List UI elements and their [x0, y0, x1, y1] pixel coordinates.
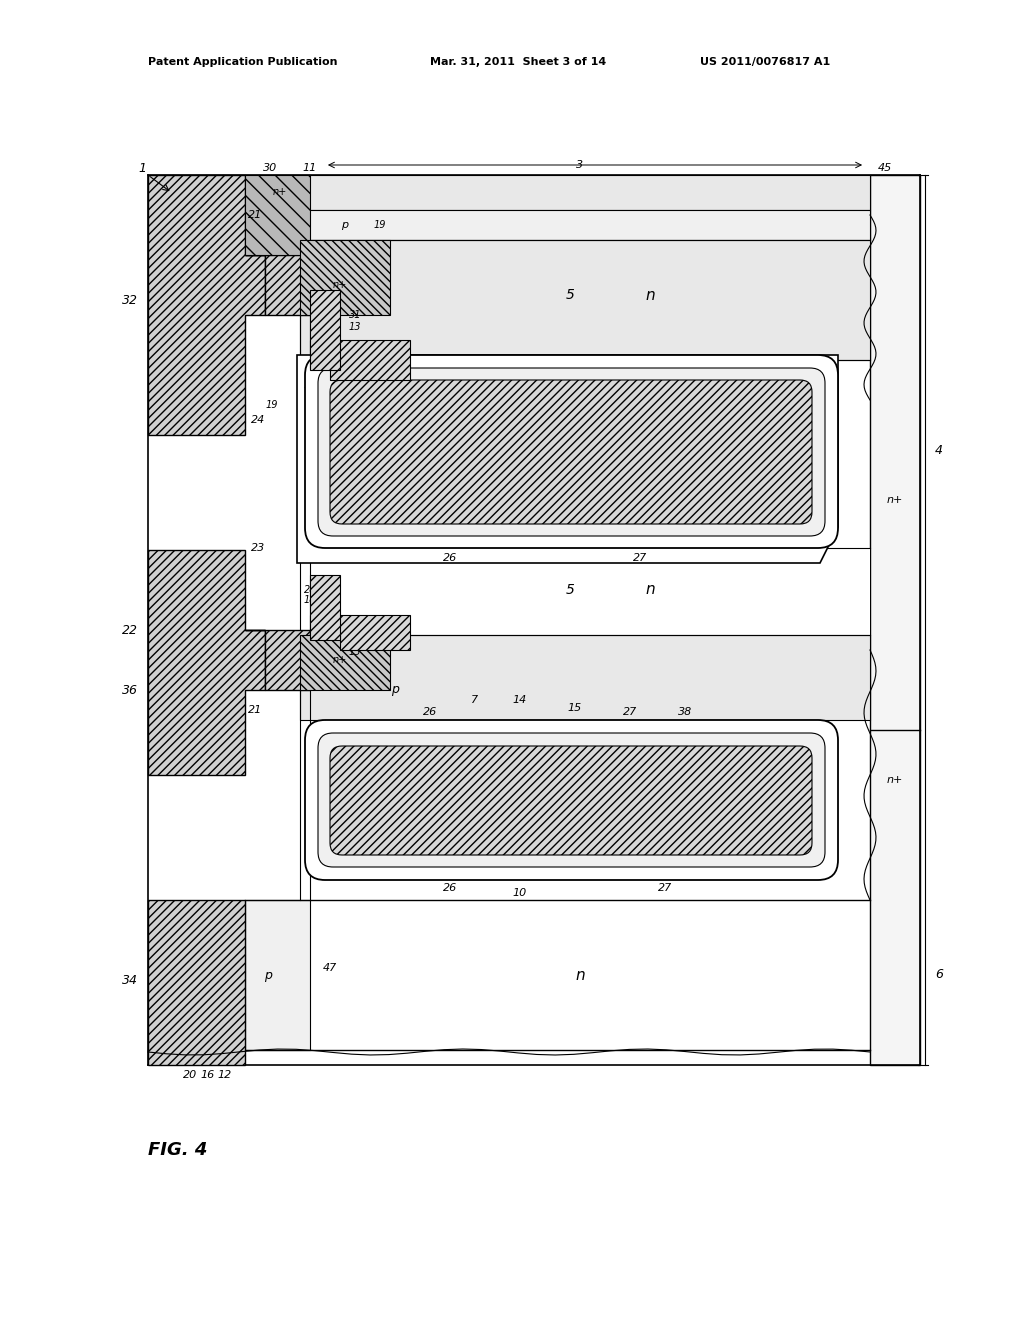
Text: Mar. 31, 2011  Sheet 3 of 14: Mar. 31, 2011 Sheet 3 of 14 — [430, 57, 606, 67]
Polygon shape — [300, 635, 870, 719]
Text: 26: 26 — [442, 883, 457, 894]
Text: 7: 7 — [471, 696, 478, 705]
Text: n+: n+ — [333, 655, 347, 665]
Polygon shape — [310, 576, 340, 640]
Text: 9: 9 — [386, 515, 393, 525]
Text: 45: 45 — [878, 162, 892, 173]
Text: 31: 31 — [349, 635, 361, 645]
Text: 9: 9 — [386, 436, 393, 445]
Polygon shape — [300, 548, 870, 635]
Text: 5: 5 — [565, 583, 574, 597]
Text: 20: 20 — [183, 1071, 198, 1080]
Text: p: p — [391, 684, 399, 697]
Text: n: n — [645, 582, 654, 598]
Text: 8: 8 — [526, 356, 534, 367]
Text: 38: 38 — [678, 708, 692, 717]
Polygon shape — [310, 615, 410, 649]
Text: 13: 13 — [349, 647, 361, 657]
Text: 21: 21 — [248, 705, 262, 715]
Text: 12: 12 — [218, 1071, 232, 1080]
Polygon shape — [300, 210, 870, 240]
Text: 31: 31 — [349, 310, 361, 319]
Text: 27: 27 — [633, 553, 647, 564]
Text: 11: 11 — [303, 162, 317, 173]
Text: 19: 19 — [266, 400, 279, 411]
Text: n: n — [575, 968, 585, 982]
Text: 14: 14 — [513, 696, 527, 705]
Text: FIG. 4: FIG. 4 — [148, 1140, 208, 1159]
Text: 27: 27 — [591, 366, 605, 375]
Text: 5: 5 — [565, 288, 574, 302]
Polygon shape — [148, 900, 245, 1065]
Text: 23: 23 — [251, 543, 265, 553]
Text: 32: 32 — [122, 293, 138, 306]
Text: 15: 15 — [653, 370, 667, 380]
Text: n+: n+ — [887, 775, 903, 785]
Text: 47: 47 — [323, 964, 337, 973]
Text: n: n — [645, 288, 654, 302]
Polygon shape — [245, 176, 870, 210]
Text: 36: 36 — [122, 684, 138, 697]
Text: 16: 16 — [201, 1071, 215, 1080]
Polygon shape — [310, 290, 340, 370]
PathPatch shape — [318, 733, 825, 867]
Text: p: p — [341, 220, 348, 230]
Text: US 2011/0076817 A1: US 2011/0076817 A1 — [700, 57, 830, 67]
Polygon shape — [300, 240, 390, 315]
Polygon shape — [148, 550, 265, 775]
Polygon shape — [148, 176, 870, 1065]
PathPatch shape — [318, 368, 825, 536]
Text: n+: n+ — [272, 187, 287, 197]
Text: 34: 34 — [122, 974, 138, 986]
Text: 6: 6 — [935, 969, 943, 982]
Text: n+: n+ — [333, 280, 347, 290]
Text: 27: 27 — [657, 883, 672, 894]
Text: Patent Application Publication: Patent Application Publication — [148, 57, 338, 67]
Text: 26: 26 — [442, 553, 457, 564]
Text: 26: 26 — [473, 370, 487, 380]
Text: 15: 15 — [568, 704, 582, 713]
Text: 26: 26 — [423, 708, 437, 717]
Text: 30: 30 — [263, 162, 278, 173]
Text: 4: 4 — [935, 444, 943, 457]
PathPatch shape — [330, 746, 812, 855]
Text: 44: 44 — [388, 370, 402, 380]
Text: 1: 1 — [138, 161, 146, 174]
Polygon shape — [300, 240, 870, 360]
Polygon shape — [148, 176, 265, 436]
Text: 22: 22 — [122, 623, 138, 636]
Polygon shape — [245, 176, 310, 255]
Polygon shape — [297, 355, 838, 564]
PathPatch shape — [305, 719, 838, 880]
Text: p: p — [264, 969, 272, 982]
Text: 28: 28 — [304, 585, 316, 595]
Text: 10: 10 — [513, 888, 527, 898]
PathPatch shape — [305, 355, 838, 548]
Text: 27: 27 — [623, 708, 637, 717]
Polygon shape — [310, 341, 410, 380]
Text: 21: 21 — [248, 210, 262, 220]
Polygon shape — [245, 630, 310, 690]
Text: 19: 19 — [374, 220, 386, 230]
Text: n+: n+ — [887, 495, 903, 506]
Polygon shape — [870, 176, 920, 1065]
Text: 3: 3 — [577, 160, 584, 170]
Polygon shape — [245, 900, 310, 1049]
Text: 18: 18 — [304, 380, 316, 389]
Text: 24: 24 — [251, 414, 265, 425]
Polygon shape — [245, 255, 310, 315]
PathPatch shape — [330, 380, 812, 524]
Polygon shape — [300, 635, 390, 690]
Text: 13: 13 — [349, 322, 361, 333]
Text: 18: 18 — [304, 595, 316, 605]
Text: 38: 38 — [713, 374, 727, 383]
